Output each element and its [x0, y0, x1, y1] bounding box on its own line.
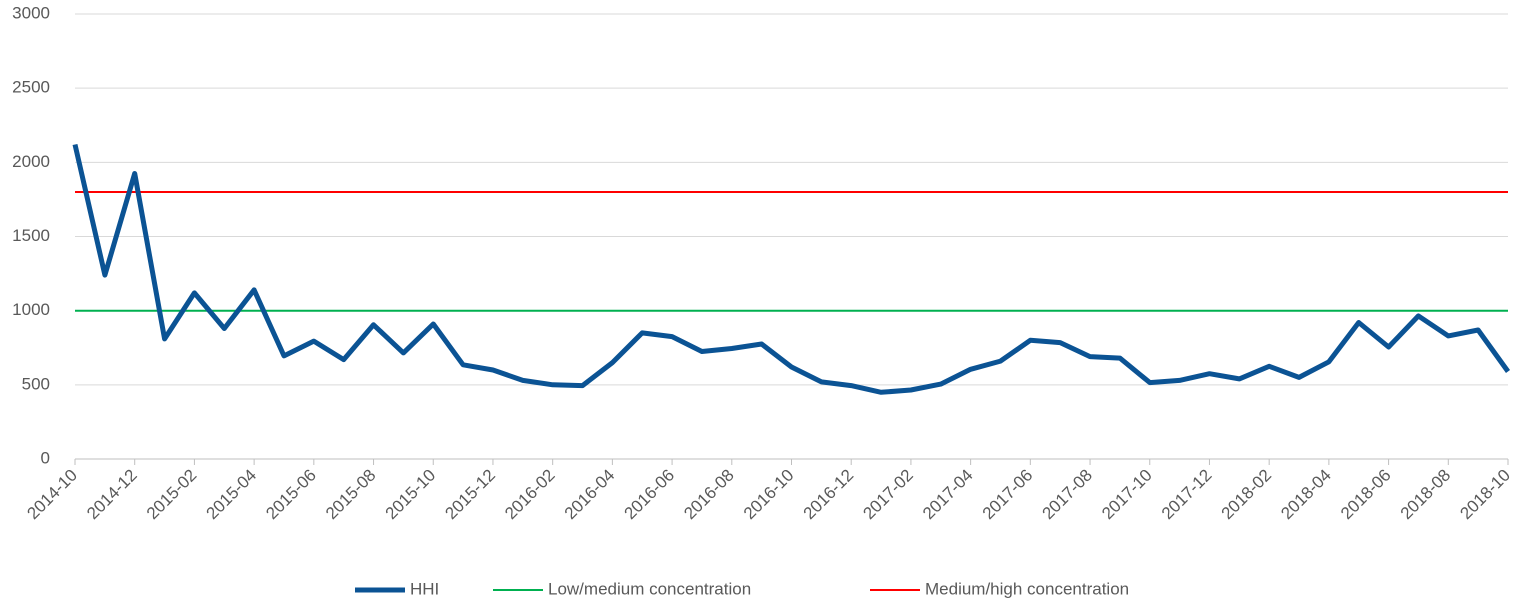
- x-tick-label: 2017-02: [859, 466, 917, 524]
- y-tick-label: 2500: [12, 78, 50, 97]
- legend-label: Medium/high concentration: [925, 579, 1129, 598]
- x-tick-label: 2017-12: [1158, 466, 1216, 524]
- x-tick-label: 2018-06: [1337, 466, 1395, 524]
- x-tick-label: 2015-12: [441, 466, 499, 524]
- x-tick-label: 2016-08: [680, 466, 738, 524]
- x-tick-label: 2018-10: [1456, 466, 1514, 524]
- y-tick-label: 1500: [12, 226, 50, 245]
- x-tick-label: 2015-02: [143, 466, 201, 524]
- y-tick-label: 0: [41, 448, 50, 467]
- x-tick-label: 2018-02: [1218, 466, 1276, 524]
- x-tick-label: 2017-06: [979, 466, 1037, 524]
- y-tick-label: 2000: [12, 152, 50, 171]
- y-tick-label: 500: [22, 374, 50, 393]
- x-tick-label: 2015-04: [203, 466, 261, 524]
- x-tick-label: 2018-08: [1397, 466, 1455, 524]
- legend-label: Low/medium concentration: [548, 579, 751, 598]
- series-line: [72, 143, 1511, 395]
- x-tick-label: 2015-10: [382, 466, 440, 524]
- x-tick-label: 2017-08: [1038, 466, 1096, 524]
- x-tick-label: 2016-02: [501, 466, 559, 524]
- x-tick-label: 2014-10: [23, 466, 81, 524]
- x-tick-label: 2016-04: [561, 466, 619, 524]
- x-tick-label: 2016-06: [621, 466, 679, 524]
- x-tick-label: 2017-04: [919, 466, 977, 524]
- y-tick-label: 3000: [12, 3, 50, 22]
- x-tick-label: 2014-12: [83, 466, 141, 524]
- x-tick-label: 2016-10: [740, 466, 798, 524]
- x-tick-label: 2018-04: [1277, 466, 1335, 524]
- x-tick-label: 2017-10: [1098, 466, 1156, 524]
- x-tick-label: 2015-08: [322, 466, 380, 524]
- y-tick-label: 1000: [12, 300, 50, 319]
- x-tick-label: 2016-12: [800, 466, 858, 524]
- x-tick-label: 2015-06: [262, 466, 320, 524]
- legend-label: HHI: [410, 579, 439, 598]
